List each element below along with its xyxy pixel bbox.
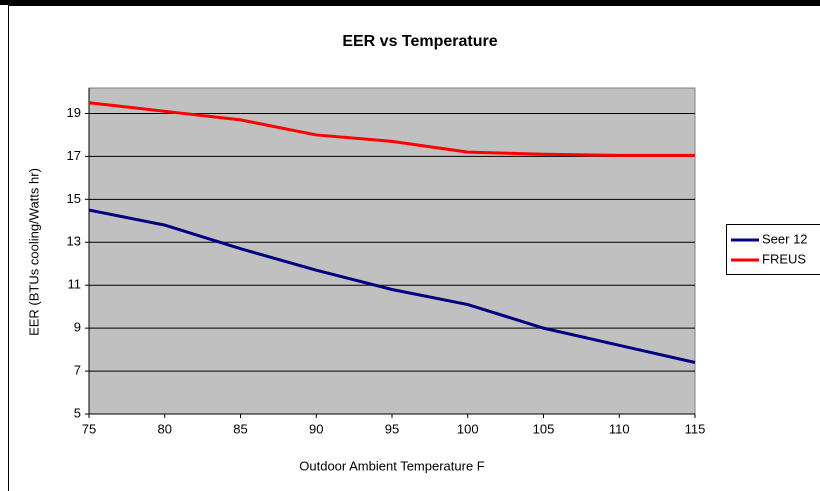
chart-title: EER vs Temperature: [342, 33, 497, 50]
legend-box: [726, 224, 820, 275]
x-tick-label: 85: [233, 421, 247, 436]
x-axis-label: Outdoor Ambient Temperature F: [299, 458, 485, 473]
x-tick-label: 115: [685, 421, 706, 436]
y-tick-label: 11: [68, 277, 82, 292]
x-tick-label: 75: [82, 421, 96, 436]
y-tick-label: 19: [67, 105, 81, 120]
x-tick-label: 80: [158, 421, 172, 436]
y-tick-label: 7: [74, 363, 81, 378]
y-tick-label: 9: [74, 320, 81, 335]
y-axis-label: EER (BTUs cooling/Watts hr): [26, 168, 41, 336]
series-line: [88, 101, 695, 157]
x-tick-label: 90: [309, 421, 323, 436]
legend-label: FREUS: [762, 251, 806, 266]
plot-area: [88, 87, 696, 415]
x-tick-label: 110: [609, 421, 630, 436]
x-tick-label: 105: [533, 421, 555, 436]
y-tick-label: 15: [67, 191, 81, 206]
series-line: [88, 208, 696, 364]
x-tick-label: 100: [457, 421, 479, 436]
x-tick-label: 95: [385, 421, 399, 436]
y-tick-label: 5: [74, 405, 81, 420]
legend-label: Seer 12: [762, 231, 808, 246]
y-tick-label: 13: [67, 234, 81, 249]
top-bar: [0, 0, 820, 5]
y-tick-label: 17: [67, 148, 81, 163]
